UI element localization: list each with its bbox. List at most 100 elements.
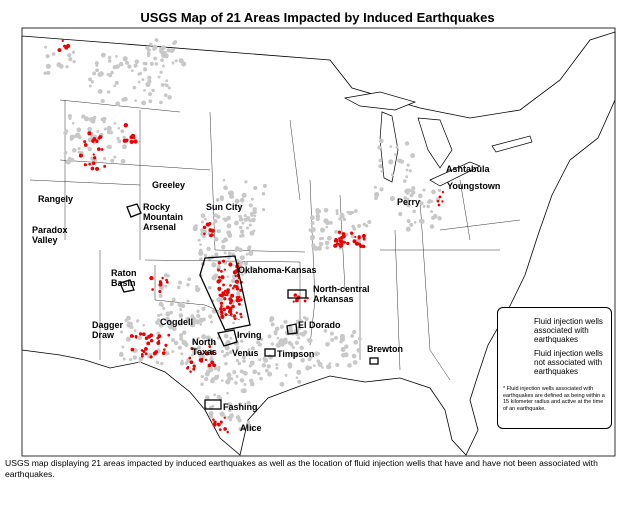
well-dot xyxy=(270,322,275,327)
well-dot xyxy=(405,175,409,179)
well-dot xyxy=(389,145,393,148)
well-dot xyxy=(248,223,252,227)
well-dot xyxy=(166,274,170,278)
well-dot xyxy=(179,361,185,366)
well-dot xyxy=(123,122,129,128)
well-dot xyxy=(81,114,86,119)
well-dot xyxy=(103,127,107,131)
well-dot xyxy=(156,318,161,323)
well-dot xyxy=(141,100,147,106)
legend-footnote: * Fluid injection wells associated with … xyxy=(503,386,605,412)
well-dot xyxy=(403,199,408,205)
well-dot xyxy=(303,299,307,303)
area-label: Venus xyxy=(232,348,259,358)
well-dot xyxy=(242,359,246,363)
well-dot xyxy=(321,366,324,369)
well-dot xyxy=(67,53,72,58)
well-dot xyxy=(216,374,220,378)
well-dot xyxy=(192,226,198,232)
well-dot xyxy=(288,364,292,369)
well-dot xyxy=(78,153,83,158)
well-dot xyxy=(405,168,409,172)
well-dot xyxy=(181,339,187,345)
well-dot xyxy=(418,193,423,199)
well-dot xyxy=(190,322,196,328)
well-dot xyxy=(95,64,99,68)
well-dot xyxy=(217,365,221,370)
well-dot xyxy=(437,188,442,193)
well-dot xyxy=(358,336,362,341)
well-dot xyxy=(316,359,321,364)
well-dot xyxy=(138,71,143,76)
well-dot xyxy=(344,232,349,237)
well-dot xyxy=(422,205,426,208)
well-dot xyxy=(328,362,332,365)
area-label: Irving xyxy=(237,330,262,340)
well-dot xyxy=(239,255,245,261)
well-dot xyxy=(234,274,237,278)
well-dot xyxy=(313,351,320,357)
well-dot xyxy=(223,237,228,243)
state-lines xyxy=(29,99,521,381)
well-dot xyxy=(159,70,163,74)
well-dot xyxy=(96,129,100,134)
well-dot xyxy=(100,98,105,104)
well-dot xyxy=(171,337,176,342)
well-dot xyxy=(235,295,240,300)
well-dot xyxy=(164,83,168,87)
well-dot xyxy=(177,302,183,308)
well-dot xyxy=(231,287,235,290)
well-dot xyxy=(51,52,56,56)
well-dot xyxy=(113,155,117,159)
well-dot xyxy=(237,361,242,366)
well-dot xyxy=(171,61,175,65)
well-dot xyxy=(143,67,148,72)
well-dot xyxy=(220,270,223,273)
well-dot xyxy=(154,350,159,354)
well-dot xyxy=(296,336,301,340)
well-dot xyxy=(243,270,248,275)
well-dot xyxy=(252,229,256,233)
well-dot xyxy=(138,332,143,336)
well-dot xyxy=(229,413,234,419)
well-dot xyxy=(204,395,210,401)
well-dot xyxy=(249,381,255,387)
map-title: USGS Map of 21 Areas Impacted by Induced… xyxy=(140,10,495,25)
well-dot xyxy=(159,285,164,291)
well-dot xyxy=(334,335,338,340)
well-dot xyxy=(430,210,434,214)
well-dot xyxy=(335,209,339,213)
well-dot xyxy=(112,65,117,70)
well-dot xyxy=(311,243,316,248)
well-dot xyxy=(341,352,346,358)
area-label: Paradox Valley xyxy=(32,225,68,245)
well-dot xyxy=(341,232,346,236)
well-dot xyxy=(233,314,236,318)
area-label: Raton Basin xyxy=(111,268,137,288)
well-dot xyxy=(77,147,81,151)
well-dot xyxy=(106,145,110,149)
well-dot xyxy=(224,345,230,351)
area-label: Perry xyxy=(397,197,421,207)
well-dot xyxy=(228,297,233,302)
well-dot xyxy=(219,301,224,305)
well-dot xyxy=(88,84,92,88)
well-dot xyxy=(192,367,196,371)
well-dot xyxy=(378,138,384,144)
well-dot xyxy=(214,252,219,257)
well-dot xyxy=(325,225,329,229)
well-dot xyxy=(186,299,190,303)
well-dot xyxy=(209,234,212,237)
well-dot xyxy=(276,336,280,340)
well-dot xyxy=(158,289,162,294)
well-dot xyxy=(171,350,175,353)
well-dot xyxy=(110,70,114,75)
area-label: Cogdell xyxy=(160,317,193,327)
well-dot xyxy=(208,228,213,232)
legend: Fluid injection wells associated with ea… xyxy=(497,307,612,429)
well-dot xyxy=(356,347,362,353)
well-dot xyxy=(431,189,436,195)
well-dot xyxy=(210,320,213,324)
well-dot xyxy=(350,235,355,239)
well-dot xyxy=(227,309,233,314)
